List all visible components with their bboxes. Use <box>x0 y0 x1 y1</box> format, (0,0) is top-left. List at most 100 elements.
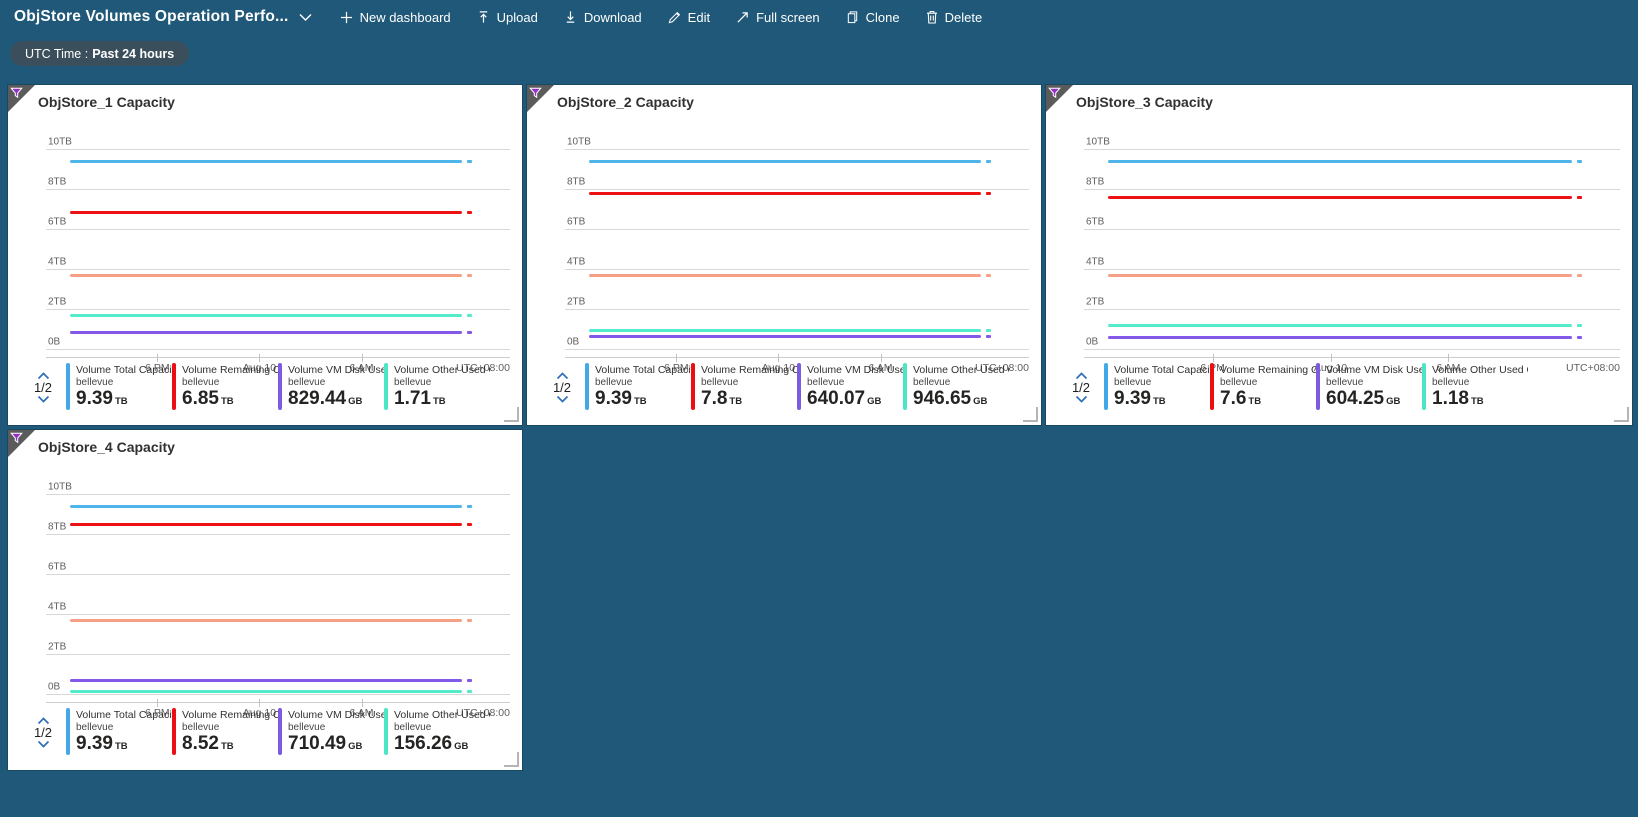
plot-area[interactable]: 10TB 8TB 6TB 4TB 2TB 0B <box>46 481 510 695</box>
y-axis-label: 8TB <box>567 176 586 188</box>
gridline <box>46 694 510 695</box>
y-axis-label: 4TB <box>1086 256 1105 268</box>
download-label: Download <box>583 9 642 25</box>
legend-item[interactable]: Volume Remaining Cap... bellevue 7.8TB <box>691 363 797 413</box>
legend-item[interactable]: Volume Other Used Ca... bellevue 156.26G… <box>384 708 490 758</box>
y-axis-label: 4TB <box>567 256 586 268</box>
legend: 1/2 Volume Total Capacit... bellevue 9.3… <box>20 708 520 760</box>
plus-icon <box>340 11 352 23</box>
legend-value-number: 7.6 <box>1220 388 1247 409</box>
upload-button[interactable]: Upload <box>477 10 538 25</box>
legend-page-up-icon[interactable] <box>37 716 50 725</box>
new-dashboard-button[interactable]: New dashboard <box>340 10 451 25</box>
legend-page-up-icon[interactable] <box>37 371 50 380</box>
delete-button[interactable]: Delete <box>926 10 982 25</box>
gridline <box>46 494 510 495</box>
legend-page-down-icon[interactable] <box>556 395 569 403</box>
legend-metric-label: Volume VM Disk Used ... <box>288 709 384 721</box>
legend-metric-label: Volume Other Used Ca... <box>1432 364 1528 376</box>
y-axis-label: 10TB <box>1086 136 1110 148</box>
legend-page-up-icon[interactable] <box>1075 371 1088 380</box>
tile-resize-handle[interactable] <box>1023 407 1038 422</box>
series-line-orange-unlabeled <box>1108 274 1582 277</box>
y-axis-label: 2TB <box>1086 296 1105 308</box>
tile-resize-handle[interactable] <box>504 752 519 767</box>
series-line-other-used <box>589 329 991 332</box>
series-line-orange-unlabeled <box>589 274 991 277</box>
legend-page-down-icon[interactable] <box>37 740 50 748</box>
dashboard-title[interactable]: ObjStore Volumes Operation Perfo... <box>14 8 289 25</box>
y-axis-label: 0B <box>1086 336 1099 348</box>
gridline <box>46 189 510 190</box>
edit-button[interactable]: Edit <box>668 10 710 25</box>
plot-area[interactable]: 10TB 8TB 6TB 4TB 2TB 0B <box>1084 136 1620 350</box>
tile-title: ObjStore_3 Capacity <box>1076 94 1213 110</box>
series-line-orange-unlabeled <box>70 274 472 277</box>
fullscreen-button[interactable]: Full screen <box>736 10 820 25</box>
clone-button[interactable]: Clone <box>846 10 900 25</box>
time-filter-prefix: UTC Time : <box>25 46 89 61</box>
legend-color-bar <box>66 708 70 755</box>
clone-label: Clone <box>865 9 900 25</box>
legend-item[interactable]: Volume VM Disk Used ... bellevue 710.49G… <box>278 708 384 758</box>
legend-page-down-icon[interactable] <box>1075 395 1088 403</box>
legend-item[interactable]: Volume VM Disk Used ... bellevue 829.44G… <box>278 363 384 413</box>
legend-value-number: 7.8 <box>701 388 728 409</box>
legend-page-down-icon[interactable] <box>37 395 50 403</box>
legend-value: 6.85 TB <box>182 388 278 413</box>
tile-resize-handle[interactable] <box>1614 407 1629 422</box>
legend-item[interactable]: Volume VM Disk Used ... bellevue 604.25G… <box>1316 363 1422 413</box>
legend-resource-label: bellevue <box>913 377 951 388</box>
legend-color-bar <box>278 708 282 755</box>
dashboard-title-dropdown[interactable] <box>299 13 312 22</box>
legend-value-unit: GB <box>1386 396 1401 407</box>
legend-text: Volume Remaining Cap... bellevue 7.8TB <box>701 363 797 413</box>
x-axis-label: Aug 10 <box>761 362 796 374</box>
legend-item[interactable]: Volume Remaining Cap... bellevue 7.6TB <box>1210 363 1316 413</box>
x-axis-tick <box>259 354 261 362</box>
time-filter-pill[interactable]: UTC Time : Past 24 hours <box>10 41 190 66</box>
x-axis-label: 6 PM <box>145 362 170 374</box>
filter-icon <box>10 432 23 444</box>
legend-value-unit: TB <box>1470 396 1484 407</box>
y-axis-label: 6TB <box>1086 216 1105 228</box>
series-line-vm-disk-used <box>70 331 472 335</box>
legend-item[interactable]: Volume Other Used Ca... bellevue 946.65G… <box>903 363 1009 413</box>
legend-resource-label: bellevue <box>1114 377 1152 388</box>
legend-value-number: 156.26 <box>394 733 453 754</box>
timezone-label: UTC+08:00 <box>1566 362 1620 374</box>
gridline <box>46 269 510 270</box>
download-button[interactable]: Download <box>564 10 642 25</box>
y-axis-label: 0B <box>48 681 61 693</box>
plot-area[interactable]: 10TB 8TB 6TB 4TB 2TB 0B <box>565 136 1029 350</box>
legend-value-unit: GB <box>348 741 363 752</box>
x-axis-tick <box>880 354 882 362</box>
filter-icon <box>529 87 542 99</box>
legend-value: 7.6 TB <box>1220 388 1316 413</box>
chart-tile: ObjStore_1 Capacity 10TB 8TB 6TB 4TB 2TB 0B U… <box>8 85 522 425</box>
series-line-remaining <box>589 192 991 195</box>
tile-resize-handle[interactable] <box>504 407 519 422</box>
legend-page-up-icon[interactable] <box>556 371 569 380</box>
y-axis-label: 10TB <box>48 136 72 148</box>
legend-value-number: 640.07 <box>807 388 866 409</box>
legend-item[interactable]: Volume VM Disk Used ... bellevue 640.07G… <box>797 363 903 413</box>
legend-resource-label: bellevue <box>807 377 845 388</box>
legend-page-indicator: 1/2 <box>33 724 53 740</box>
legend-metric-label: Volume Total Capacit... <box>76 709 172 721</box>
legend-value: 1.71 TB <box>394 388 490 413</box>
plot-area[interactable]: 10TB 8TB 6TB 4TB 2TB 0B <box>46 136 510 350</box>
legend-metric-label: Volume VM Disk Used ... <box>807 364 903 376</box>
delete-icon <box>926 10 937 24</box>
